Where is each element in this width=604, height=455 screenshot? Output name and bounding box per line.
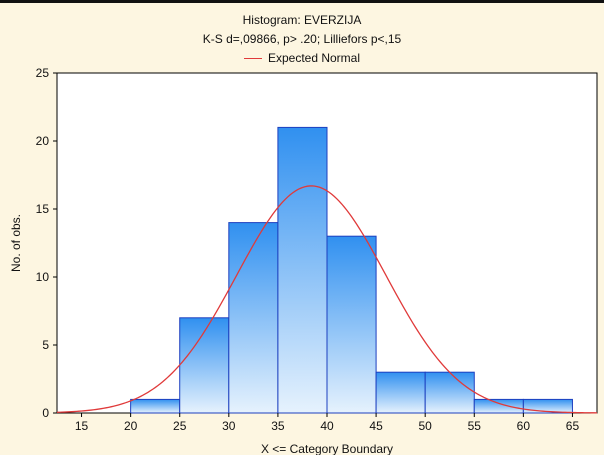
expected-normal-curve	[56, 185, 598, 414]
y-tick-label: 5	[42, 338, 49, 352]
x-tick-label: 40	[320, 419, 334, 433]
x-tick-label: 65	[566, 419, 580, 433]
x-axis-title: X <= Category Boundary	[261, 442, 393, 455]
y-axis-title: No. of obs.	[9, 214, 23, 272]
x-tick-label: 25	[173, 419, 187, 433]
y-tick-label: 10	[36, 270, 50, 284]
x-tick-label: 20	[124, 419, 138, 433]
x-tick-label: 15	[75, 419, 89, 433]
x-tick-label: 30	[222, 419, 236, 433]
legend: Expected Normal	[0, 51, 604, 65]
x-tick-label: 50	[419, 419, 433, 433]
histogram-bar-55-60	[473, 398, 524, 414]
x-tick-label: 35	[271, 419, 285, 433]
y-tick-label: 15	[36, 202, 50, 216]
chart-subtitle: K-S d=,09866, p> .20; Lilliefors p<,15	[202, 32, 402, 46]
histogram-bar-20-25	[130, 398, 181, 414]
histogram-bar-60-65	[522, 398, 573, 414]
chart-title: Histogram: EVERZIJA	[242, 13, 362, 27]
y-tick-label: 20	[36, 134, 50, 148]
histogram-bar-45-50	[375, 371, 426, 414]
x-tick-label: 45	[369, 419, 383, 433]
histogram-bar-40-45	[326, 235, 377, 414]
histogram-bar-50-55	[424, 371, 475, 414]
legend-line-swatch	[243, 57, 262, 59]
y-tick-label: 25	[36, 66, 50, 80]
top-border	[0, 0, 604, 3]
histogram-bar-35-40	[277, 126, 328, 414]
histogram-bar-30-35	[228, 222, 279, 414]
x-tick-label: 55	[468, 419, 482, 433]
legend-label: Expected Normal	[267, 51, 361, 65]
y-tick-label: 0	[42, 406, 49, 420]
x-tick-label: 60	[517, 419, 531, 433]
